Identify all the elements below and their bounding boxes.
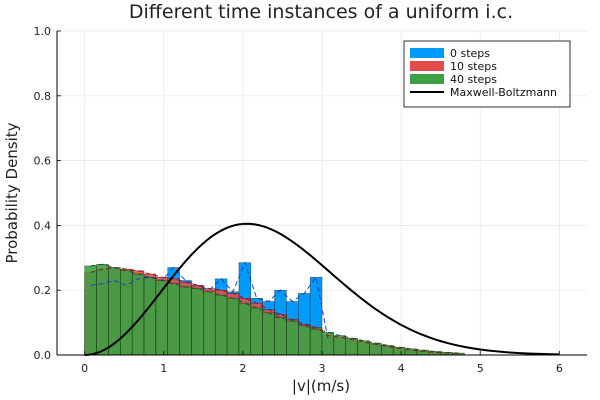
legend-label: 40 steps bbox=[450, 73, 497, 86]
legend-swatch bbox=[410, 48, 444, 58]
x-tick-label: 2 bbox=[239, 362, 246, 375]
maxwell-boltzmann-line bbox=[84, 222, 560, 356]
y-tick-label: 0.2 bbox=[34, 284, 52, 297]
x-tick-label: 6 bbox=[556, 362, 563, 375]
bar bbox=[274, 317, 287, 356]
legend-label: 0 steps bbox=[450, 47, 490, 60]
lines bbox=[84, 222, 560, 356]
y-tick-label: 1.0 bbox=[34, 25, 52, 38]
bar bbox=[298, 325, 311, 356]
y-tick-label: 0.6 bbox=[34, 155, 52, 168]
bar bbox=[238, 302, 252, 356]
bar bbox=[381, 345, 394, 356]
bar bbox=[203, 291, 216, 356]
bar bbox=[191, 288, 204, 356]
bar bbox=[309, 328, 323, 356]
ticks: 0 1 2 3 4 5 6 0.0 0.2 0.4 0.6 0.8 1.0 bbox=[34, 25, 563, 375]
bar bbox=[167, 283, 180, 356]
x-tick-label: 3 bbox=[319, 362, 326, 375]
x-tick-label: 0 bbox=[81, 362, 88, 375]
series-outline-0-steps bbox=[90, 261, 329, 339]
bar bbox=[84, 265, 97, 356]
bar bbox=[179, 286, 192, 356]
bar bbox=[345, 337, 358, 356]
y-axis-label: Probability Density bbox=[3, 122, 21, 263]
y-tick-label: 0.8 bbox=[34, 90, 52, 103]
y-tick-label: 0.4 bbox=[34, 219, 52, 232]
x-axis-label: |v|(m/s) bbox=[292, 377, 350, 395]
bar bbox=[262, 312, 275, 356]
y-tick-label: 0.0 bbox=[34, 349, 52, 362]
legend-swatch bbox=[410, 74, 444, 84]
x-tick-label: 1 bbox=[160, 362, 167, 375]
x-tick-label: 4 bbox=[398, 362, 405, 375]
x-tick-label: 5 bbox=[477, 362, 484, 375]
bar bbox=[250, 307, 263, 356]
bar bbox=[226, 298, 240, 356]
bar bbox=[143, 276, 157, 356]
bars bbox=[84, 262, 465, 356]
series-outline-10-steps bbox=[90, 267, 459, 355]
bar bbox=[96, 264, 109, 356]
bar bbox=[214, 294, 228, 356]
legend-label: 10 steps bbox=[450, 60, 497, 73]
legend-label: Maxwell-Boltzmann bbox=[450, 86, 557, 99]
bar bbox=[286, 320, 299, 356]
legend-swatch bbox=[410, 61, 444, 71]
chart-title: Different time instances of a uniform i.… bbox=[129, 1, 513, 23]
